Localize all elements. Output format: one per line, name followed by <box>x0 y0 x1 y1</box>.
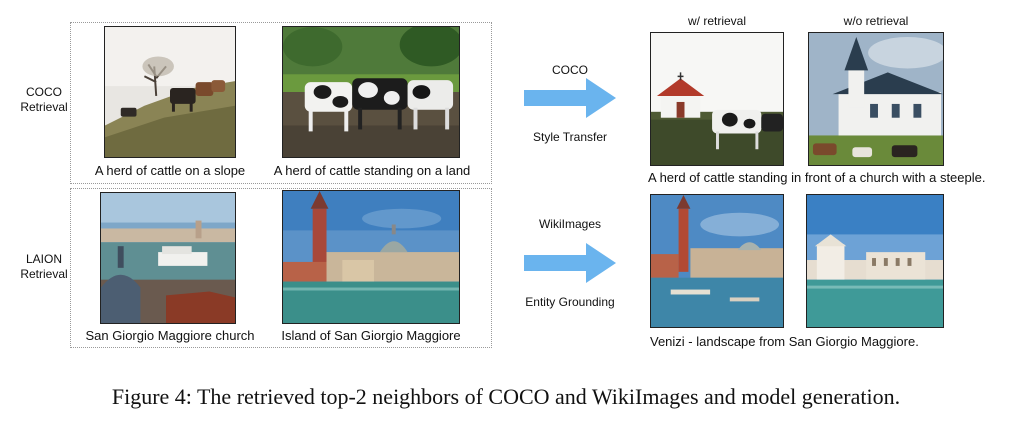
laion-image-church <box>100 192 236 324</box>
result-caption-top: A herd of cattle standing in front of a … <box>648 170 986 185</box>
laion-label-line1: LAION <box>25 252 62 266</box>
arrow-top-label-above: COCO <box>552 63 588 77</box>
coco-caption-1: A herd of cattle on a slope <box>94 163 246 178</box>
coco-caption-2: A herd of cattle standing on a land <box>273 163 471 178</box>
generated-with-retrieval-bottom <box>650 194 784 328</box>
coco-label-line1: COCO <box>26 85 62 99</box>
laion-image-island <box>282 190 460 324</box>
arrow-right-icon <box>524 243 616 283</box>
header-with-retrieval: w/ retrieval <box>687 14 746 28</box>
laion-retrieval-panel <box>70 188 492 348</box>
generated-with-retrieval-top <box>650 32 784 166</box>
coco-label-line2: Retrieval <box>20 100 68 114</box>
arrow-bottom-label-above: WikiImages <box>538 217 601 231</box>
laion-retrieval-label: LAION Retrieval <box>14 252 74 282</box>
coco-image-cattle-land <box>282 26 460 158</box>
laion-label-line2: Retrieval <box>20 267 68 281</box>
generated-without-retrieval-bottom <box>806 194 944 328</box>
generated-without-retrieval-top <box>808 32 944 166</box>
coco-image-cattle-slope <box>104 26 236 158</box>
header-without-retrieval: w/o retrieval <box>843 14 909 28</box>
coco-retrieval-panel <box>70 22 492 184</box>
result-caption-bottom: Venizi - landscape from San Giorgio Magg… <box>650 334 919 349</box>
coco-retrieval-label: COCO Retrieval <box>14 85 74 115</box>
laion-caption-1: San Giorgio Maggiore church <box>85 328 255 343</box>
laion-caption-2: Island of San Giorgio Maggiore <box>281 328 461 343</box>
arrow-bottom-label-below: Entity Grounding <box>525 295 615 309</box>
arrow-right-icon <box>524 78 616 118</box>
figure-caption: Figure 4: The retrieved top-2 neighbors … <box>111 384 901 409</box>
arrow-top-label-below: Style Transfer <box>532 130 608 144</box>
